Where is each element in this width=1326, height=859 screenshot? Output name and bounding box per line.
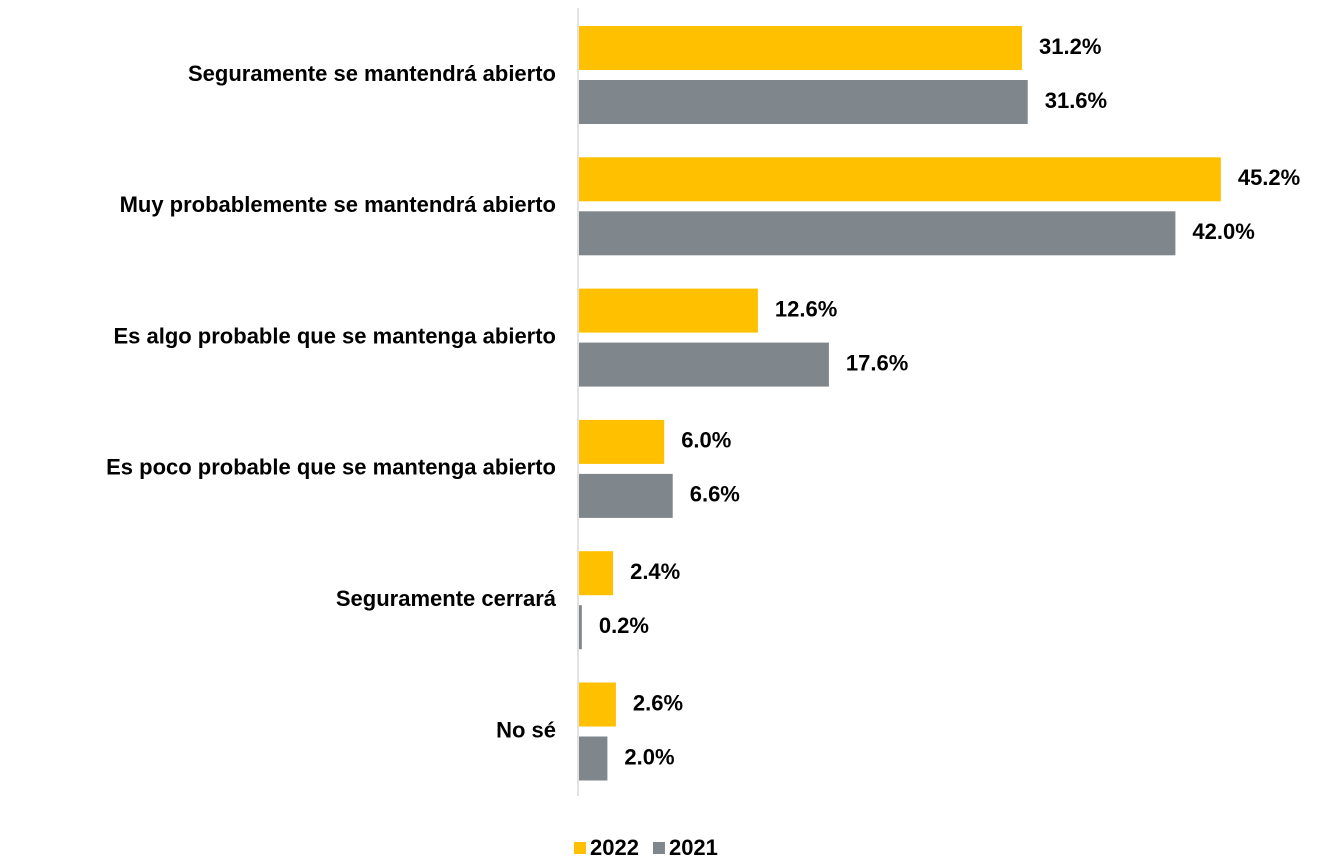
category-label: Es poco probable que se mantenga abierto [106, 455, 556, 480]
bar [579, 288, 758, 333]
legend-label: 2021 [669, 835, 718, 859]
value-label: 31.2% [1039, 34, 1101, 59]
legend-swatch [652, 842, 665, 854]
category-label: Muy probablemente se mantendrá abierto [120, 192, 556, 217]
value-label: 6.6% [690, 482, 740, 507]
value-label: 0.2% [599, 613, 649, 638]
bar [579, 157, 1221, 202]
value-label: 45.2% [1238, 165, 1300, 190]
value-label: 31.6% [1045, 88, 1107, 113]
value-label: 17.6% [846, 350, 908, 375]
bar [579, 736, 608, 781]
bar [579, 419, 665, 464]
bar [579, 605, 582, 650]
value-label: 42.0% [1192, 219, 1254, 244]
bar [579, 342, 829, 387]
category-label: Seguramente cerrará [336, 586, 557, 611]
bar [579, 473, 673, 518]
value-label: 2.0% [624, 744, 674, 769]
category-label: Es algo probable que se mantenga abierto [113, 323, 556, 348]
category-label: No sé [496, 717, 556, 742]
bar [579, 682, 616, 727]
legend-label: 2022 [590, 835, 639, 859]
bar [579, 80, 1028, 124]
bar [579, 211, 1176, 256]
value-label: 2.4% [630, 559, 680, 584]
bar [579, 26, 1023, 70]
legend-swatch [574, 842, 586, 854]
category-label: Seguramente se mantendrá abierto [188, 61, 556, 86]
value-label: 6.0% [681, 428, 731, 453]
value-label: 2.6% [633, 690, 683, 715]
value-label: 12.6% [775, 296, 837, 321]
bar [579, 551, 614, 596]
